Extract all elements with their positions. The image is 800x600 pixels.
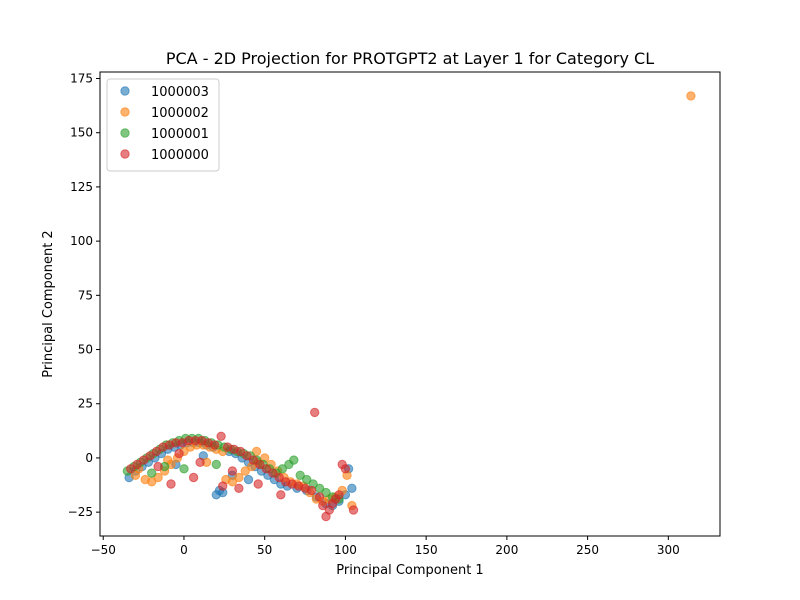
- y-tick-label: 100: [70, 234, 93, 248]
- x-axis-label: Principal Component 1: [336, 563, 483, 578]
- data-point-1000000: [306, 485, 317, 496]
- x-axis: −50 0 50 100 150 200 250 300: [91, 536, 680, 557]
- x-tick-label: 0: [180, 543, 188, 557]
- data-point-1000000: [138, 455, 149, 465]
- y-tick-label: 75: [78, 288, 93, 302]
- data-point-1000000: [268, 468, 278, 478]
- data-point-1000002: [227, 477, 238, 487]
- data-point-1000000: [340, 464, 351, 474]
- x-tick-label: 100: [334, 543, 357, 557]
- data-point-1000000: [253, 479, 263, 489]
- x-tick-label: 200: [495, 543, 518, 557]
- data-point-1000000: [261, 464, 271, 474]
- data-point-1000001: [211, 459, 222, 470]
- data-point-1000000: [195, 457, 205, 467]
- data-point-1000001: [302, 474, 312, 485]
- plot-frame: [99, 71, 721, 537]
- points-layer: [122, 91, 696, 522]
- data-point-1000000: [153, 461, 163, 472]
- y-tick-label: 150: [70, 126, 93, 140]
- legend-marker-1000003: [120, 86, 130, 96]
- x-tick-label: 300: [657, 543, 680, 557]
- data-point-1000000: [145, 451, 155, 461]
- y-tick-label: 25: [78, 397, 93, 411]
- y-tick-label: −25: [68, 505, 93, 519]
- y-tick-label: 50: [78, 343, 93, 357]
- data-point-1000000: [276, 490, 286, 500]
- y-tick-label: 175: [70, 72, 93, 86]
- data-point-1000000: [132, 459, 142, 470]
- data-point-1000000: [348, 505, 359, 515]
- data-point-1000002: [686, 91, 696, 101]
- data-point-1000001: [289, 455, 299, 465]
- data-point-1000003: [347, 483, 357, 493]
- data-point-1000001: [147, 468, 157, 478]
- x-tick-label: 250: [576, 543, 599, 557]
- data-point-1000000: [218, 481, 228, 491]
- data-point-1000001: [321, 487, 331, 498]
- legend-label: 1000002: [151, 106, 209, 121]
- legend-marker-1000000: [120, 149, 130, 159]
- chart-title: PCA - 2D Projection for PROTGPT2 at Laye…: [166, 49, 654, 68]
- y-tick-label: 125: [70, 180, 93, 194]
- x-tick-label: 50: [257, 543, 272, 557]
- legend-box: [106, 78, 220, 172]
- data-point-1000000: [242, 451, 252, 461]
- data-point-1000000: [209, 440, 220, 450]
- data-point-1000003: [243, 474, 254, 485]
- data-point-1000000: [126, 464, 136, 474]
- data-point-1000001: [277, 464, 288, 474]
- data-point-1000000: [255, 459, 265, 470]
- data-point-1000000: [310, 407, 320, 418]
- data-point-1000000: [227, 466, 238, 476]
- data-point-1000000: [166, 479, 176, 489]
- data-point-1000000: [334, 490, 344, 500]
- data-point-1000001: [295, 470, 305, 480]
- legend-label: 1000000: [151, 148, 209, 163]
- data-point-1000000: [248, 455, 259, 465]
- y-axis-label: Principal Component 2: [41, 230, 56, 377]
- data-point-1000002: [240, 466, 251, 476]
- data-point-1000000: [318, 500, 328, 511]
- data-point-1000000: [234, 483, 244, 493]
- y-tick-label: 0: [85, 451, 93, 465]
- data-point-1000002: [234, 472, 244, 483]
- data-point-1000000: [314, 492, 325, 502]
- data-point-1000000: [274, 472, 284, 483]
- data-point-1000000: [188, 472, 199, 483]
- data-point-1000000: [151, 446, 162, 457]
- data-point-1000001: [179, 464, 189, 474]
- legend-marker-1000002: [120, 107, 130, 117]
- legend: 1000003 1000002 1000001 1000000: [106, 78, 220, 172]
- x-tick-label: 150: [415, 543, 438, 557]
- legend-label: 1000003: [151, 85, 209, 100]
- data-point-1000000: [216, 431, 226, 441]
- x-tick-label: −50: [91, 543, 116, 557]
- legend-label: 1000001: [151, 127, 209, 142]
- y-axis: −25 0 25 50 75 100 125 150 175: [68, 72, 100, 519]
- legend-marker-1000001: [120, 128, 130, 138]
- data-point-1000002: [153, 472, 163, 483]
- data-point-1000000: [235, 446, 246, 457]
- data-point-1000000: [174, 448, 184, 459]
